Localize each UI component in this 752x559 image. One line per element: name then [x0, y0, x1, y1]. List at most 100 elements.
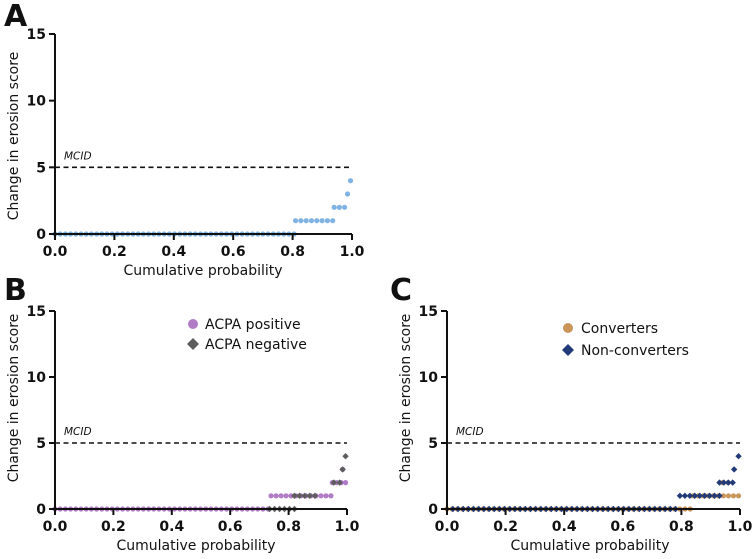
data-point [686, 492, 694, 499]
x-tick-label-b: 0.4 [159, 519, 184, 535]
data-point [273, 493, 279, 499]
y-tick-label-c: 10 [419, 370, 439, 386]
data-point [330, 218, 336, 224]
legend-c: Converters Non-converters [562, 321, 689, 359]
data-point [314, 218, 320, 224]
data-point [342, 480, 349, 486]
series-non-converters-c [449, 453, 742, 513]
x-tick-label-c: 0.8 [669, 519, 694, 535]
x-tick-label-b: 0.0 [43, 519, 68, 535]
data-point [701, 492, 708, 499]
legend-b: ACPA positive ACPA negative [187, 317, 307, 353]
data-point [735, 493, 742, 499]
data-point [308, 218, 315, 224]
data-point [725, 493, 732, 499]
data-point [691, 492, 698, 499]
y-tick-label-c: 5 [428, 436, 438, 452]
panel-letter-b: B [4, 273, 27, 308]
data-point [278, 493, 284, 499]
panel-letter-a: A [4, 0, 28, 34]
x-tick-label-c: 0.4 [552, 519, 577, 535]
x-tick-label-c: 1.0 [728, 519, 752, 535]
data-point [720, 479, 728, 486]
data-point [336, 479, 343, 486]
x-tick-label-b: 0.6 [218, 519, 243, 535]
legend-marker-acpa-positive [188, 319, 198, 329]
x-tick-label-b: 1.0 [335, 519, 360, 535]
x-axis-title-b: Cumulative probability [116, 538, 275, 554]
data-point [330, 479, 338, 486]
data-point [328, 493, 334, 499]
panel-c: C MCID 0 5 10 15 0.0 0.2 0.4 0.6 0.8 1.0 Cumulativ… [390, 273, 752, 554]
y-axis-title-b: Change in erosion score [6, 314, 22, 483]
data-point [268, 493, 274, 499]
data-point [339, 466, 346, 473]
data-point [716, 492, 723, 499]
data-point [735, 453, 742, 460]
data-point [319, 218, 325, 224]
legend-marker-acpa-negative [187, 338, 199, 350]
x-tick-label-a: 0.2 [102, 244, 127, 260]
y-tick-label-a: 10 [27, 94, 47, 110]
y-tick-label-a: 0 [36, 227, 46, 243]
data-point [292, 218, 299, 224]
x-tick-label-b: 0.2 [101, 519, 126, 535]
data-point [306, 492, 313, 499]
legend-marker-non-converters [562, 344, 574, 356]
data-point [331, 204, 337, 210]
series-acpa-negative-b [266, 453, 349, 513]
data-point [344, 191, 351, 197]
series-acpa-positive-b [52, 466, 349, 512]
data-point [681, 492, 689, 499]
y-tick-label-c: 15 [419, 304, 438, 320]
data-point [298, 218, 304, 224]
y-axis-title-a: Change in erosion score [6, 52, 22, 221]
data-point [341, 204, 348, 210]
mcid-label-a: MCID [64, 150, 92, 162]
data-point [696, 492, 703, 499]
data-point [336, 204, 342, 210]
data-point [730, 493, 737, 499]
legend-label-converters: Converters [581, 321, 658, 337]
panel-a: A MCID 0 5 10 15 0.0 0.2 0.4 0.6 0.8 1.0 Cumulativ… [4, 0, 365, 279]
y-tick-label-b: 0 [36, 502, 46, 518]
data-point [729, 479, 736, 486]
panel-b: B MCID 0 5 10 15 0.0 0.2 0.4 0.6 0.8 1.0 Cumulativ… [4, 273, 360, 554]
y-tick-label-b: 5 [36, 436, 46, 452]
x-tick-label-a: 0.0 [43, 244, 68, 260]
y-tick-label-a: 5 [36, 160, 46, 176]
data-point [318, 493, 324, 499]
data-point [288, 493, 294, 499]
y-axis-title-c: Change in erosion score [398, 314, 414, 483]
x-axis-title-a: Cumulative probability [123, 263, 282, 279]
data-point [291, 492, 298, 499]
plot-area-c: MCID 0 5 10 15 0.0 0.2 0.4 0.6 0.8 1.0 [419, 304, 752, 535]
legend-label-acpa-positive: ACPA positive [205, 317, 301, 333]
data-point [676, 492, 684, 499]
data-point [301, 492, 308, 499]
y-tick-label-a: 15 [27, 27, 46, 43]
data-point [716, 479, 723, 486]
legend-label-acpa-negative: ACPA negative [205, 337, 307, 353]
data-point [311, 492, 319, 499]
data-point [720, 493, 726, 499]
series-all-patients-a [52, 178, 354, 237]
x-tick-label-c: 0.2 [493, 519, 518, 535]
data-point [347, 178, 354, 184]
mcid-label-b: MCID [64, 426, 92, 438]
data-point [711, 492, 718, 499]
x-tick-label-a: 0.8 [280, 244, 305, 260]
x-tick-label-b: 0.8 [276, 519, 301, 535]
x-tick-label-c: 0.0 [435, 519, 460, 535]
plot-area-b: MCID 0 5 10 15 0.0 0.2 0.4 0.6 0.8 1.0 [27, 304, 360, 535]
legend-label-non-converters: Non-converters [581, 343, 689, 359]
data-point [303, 218, 309, 224]
x-tick-label-a: 0.4 [161, 244, 186, 260]
data-point [283, 493, 289, 499]
plot-area-a: MCID 0 5 10 15 0.0 0.2 0.4 0.6 0.8 1.0 [27, 27, 365, 260]
data-point [342, 453, 349, 460]
x-tick-label-a: 0.6 [221, 244, 246, 260]
data-point [324, 218, 330, 224]
mcid-label-c: MCID [456, 426, 484, 438]
